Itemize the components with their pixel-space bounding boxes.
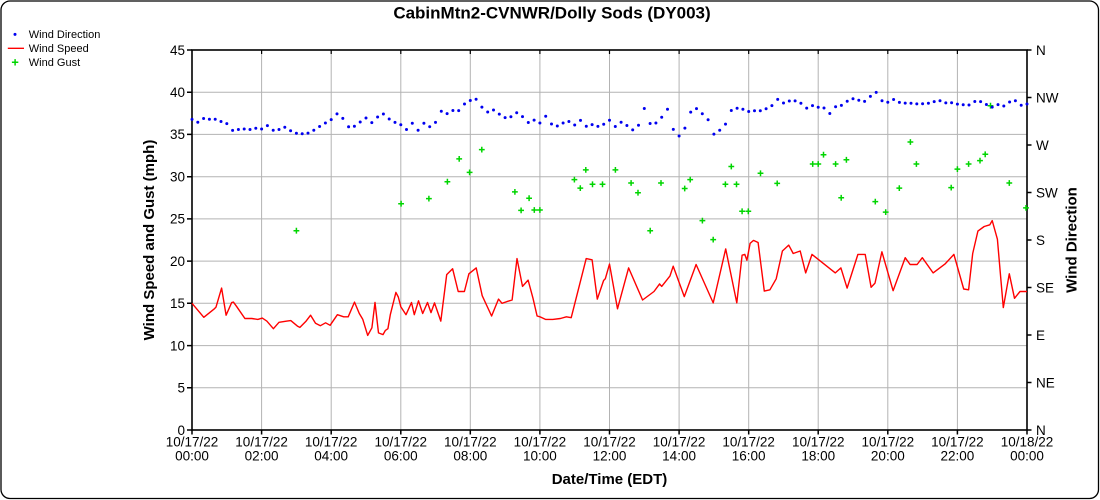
- svg-text:10/17/22: 10/17/22: [166, 435, 219, 450]
- svg-text:Wind Speed: Wind Speed: [29, 43, 89, 55]
- svg-text:10/17/22: 10/17/22: [514, 435, 567, 450]
- svg-text:30: 30: [170, 169, 185, 184]
- svg-text:25: 25: [170, 212, 185, 227]
- svg-text:15: 15: [170, 296, 185, 311]
- svg-text:S: S: [1036, 233, 1045, 248]
- svg-text:10/18/22: 10/18/22: [1001, 435, 1054, 450]
- svg-text:N: N: [1036, 423, 1046, 438]
- svg-text:08:00: 08:00: [453, 449, 487, 464]
- svg-text:N: N: [1036, 43, 1046, 58]
- svg-text:45: 45: [170, 43, 185, 58]
- svg-text:SE: SE: [1036, 280, 1054, 295]
- svg-text:Date/Time (EDT): Date/Time (EDT): [552, 471, 668, 488]
- svg-text:00:00: 00:00: [1010, 449, 1044, 464]
- svg-text:10/17/22: 10/17/22: [235, 435, 288, 450]
- svg-text:Wind Gust: Wind Gust: [29, 57, 80, 69]
- svg-text:02:00: 02:00: [245, 449, 279, 464]
- svg-text:10: 10: [170, 338, 185, 353]
- svg-text:Wind Speed and Gust (mph): Wind Speed and Gust (mph): [141, 140, 158, 341]
- svg-text:Wind Direction: Wind Direction: [1064, 187, 1081, 293]
- svg-text:W: W: [1036, 138, 1049, 153]
- svg-text:10/17/22: 10/17/22: [862, 435, 915, 450]
- svg-text:22:00: 22:00: [941, 449, 975, 464]
- svg-text:10:00: 10:00: [523, 449, 557, 464]
- svg-text:NE: NE: [1036, 375, 1055, 390]
- svg-text:CabinMtn2-CVNWR/Dolly Sods (DY: CabinMtn2-CVNWR/Dolly Sods (DY003): [393, 4, 710, 23]
- svg-text:10/17/22: 10/17/22: [792, 435, 845, 450]
- svg-text:12:00: 12:00: [593, 449, 627, 464]
- svg-text:10/17/22: 10/17/22: [722, 435, 775, 450]
- svg-text:04:00: 04:00: [314, 449, 348, 464]
- svg-text:14:00: 14:00: [662, 449, 696, 464]
- svg-text:35: 35: [170, 127, 185, 142]
- svg-text:10/17/22: 10/17/22: [305, 435, 358, 450]
- svg-text:10/17/22: 10/17/22: [374, 435, 427, 450]
- svg-text:E: E: [1036, 328, 1045, 343]
- svg-text:10/17/22: 10/17/22: [931, 435, 984, 450]
- svg-text:Wind Direction: Wind Direction: [29, 29, 101, 41]
- svg-text:10/17/22: 10/17/22: [583, 435, 636, 450]
- svg-text:16:00: 16:00: [732, 449, 766, 464]
- svg-text:18:00: 18:00: [801, 449, 835, 464]
- svg-text:10/17/22: 10/17/22: [444, 435, 497, 450]
- svg-text:00:00: 00:00: [175, 449, 209, 464]
- svg-text:5: 5: [177, 381, 185, 396]
- svg-text:NW: NW: [1036, 90, 1059, 105]
- svg-text:SW: SW: [1036, 185, 1058, 200]
- svg-text:40: 40: [170, 85, 185, 100]
- svg-text:20: 20: [170, 254, 185, 269]
- svg-text:10/17/22: 10/17/22: [653, 435, 706, 450]
- svg-text:06:00: 06:00: [384, 449, 418, 464]
- svg-text:20:00: 20:00: [871, 449, 905, 464]
- svg-text:0: 0: [177, 423, 185, 438]
